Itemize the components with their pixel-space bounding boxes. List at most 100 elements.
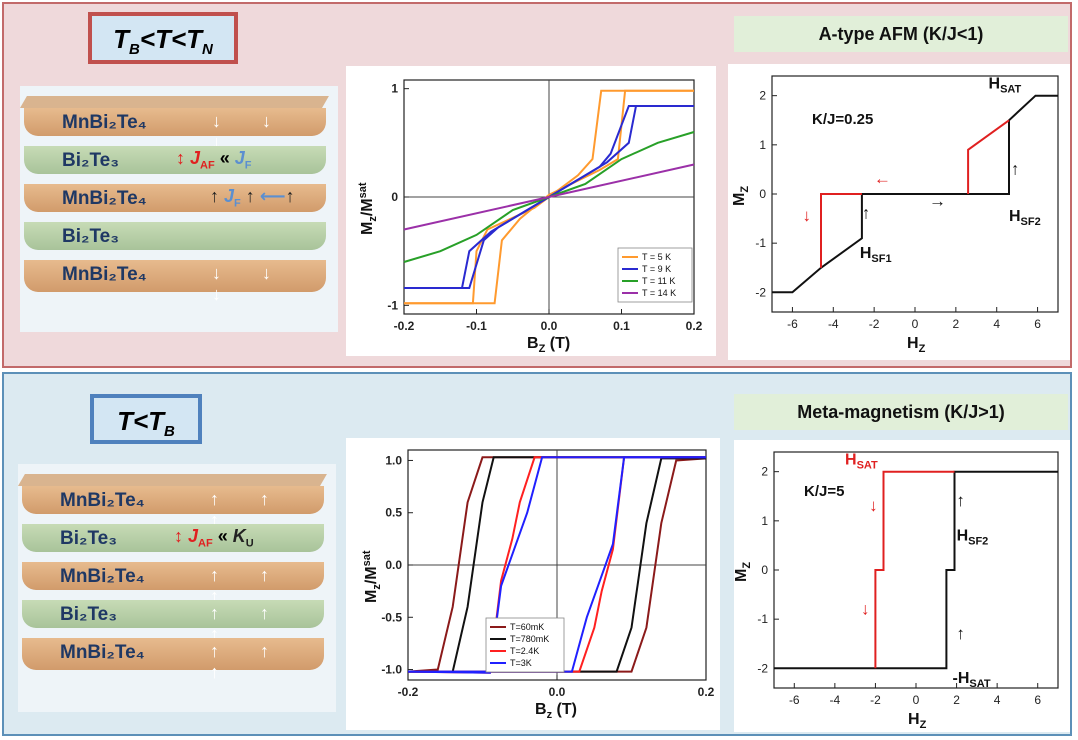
field-arrow: ↓ xyxy=(861,599,870,618)
series-line xyxy=(408,457,706,673)
legend-label: T=3K xyxy=(510,658,532,668)
layer3-coupling: ↑ JF ↑ ⟵↑ xyxy=(210,186,295,210)
x-tick-label: 6 xyxy=(1034,317,1041,331)
x-tick-label: 2 xyxy=(953,693,960,707)
layer-label: MnBi₂Te₄ xyxy=(62,112,147,133)
y-tick-label: -2 xyxy=(757,661,768,675)
h-sat-label: HSAT xyxy=(989,75,1022,95)
layer-label: MnBi₂Te₄ xyxy=(60,566,145,587)
layer-label: MnBi₂Te₄ xyxy=(60,642,145,663)
curve-red xyxy=(874,470,955,669)
field-arrow: ↑ xyxy=(956,624,965,643)
y-tick-label: 0 xyxy=(761,563,768,577)
coupling-label: ↕ JAF « JF xyxy=(176,148,252,172)
y-tick-label: 1.0 xyxy=(385,453,402,467)
x-axis-label: Bz (T) xyxy=(535,701,577,721)
y-tick-label: -1 xyxy=(387,298,398,312)
x-tick-label: 0 xyxy=(913,693,920,707)
kj-ratio-label: K/J=5 xyxy=(804,483,844,500)
spin-arrows: ↑ ↑ ↑ xyxy=(210,565,288,606)
layer-label: Bi₂Te₃ xyxy=(62,150,119,171)
curve-black xyxy=(774,470,1058,670)
field-arrow: ↓ xyxy=(802,206,811,225)
field-arrow: ↓ xyxy=(869,496,878,515)
field-arrow: ↑ xyxy=(1011,159,1020,178)
y-tick-label: 0 xyxy=(391,190,398,204)
spin-arrows: ↓ ↓ ↓ xyxy=(212,263,290,304)
series-line xyxy=(407,456,706,674)
x-tick-label: 4 xyxy=(993,317,1000,331)
x-tick-label: -6 xyxy=(789,693,800,707)
x-axis-label: HZ xyxy=(907,335,926,355)
field-arrow: ← xyxy=(874,169,891,188)
y-tick-label: 0.0 xyxy=(385,558,402,572)
y-tick-label: -1.0 xyxy=(381,663,402,677)
y-tick-label: 2 xyxy=(761,465,768,479)
h-sat-label: HSAT xyxy=(845,451,878,471)
legend-label: T = 11 K xyxy=(642,276,675,286)
field-arrow: ↑ xyxy=(956,491,965,510)
model-chart-top: -6 -4 -2 0 2 4 6 2 1 0 -1 -2 HZ MZ K/J=0.25 HSAT HSF1 HSF… xyxy=(728,64,1070,360)
legend-label: T=780mK xyxy=(510,634,549,644)
title-afm: A-type AFM (K/J<1) xyxy=(734,16,1068,52)
layer-label: MnBi₂Te₄ xyxy=(62,188,147,209)
spin-arrows: ↑ ↑ ↑ xyxy=(210,603,288,644)
legend-label: T=2.4K xyxy=(510,646,539,656)
x-tick-label: 2 xyxy=(953,317,960,331)
y-tick-label: 1 xyxy=(759,138,766,152)
layer-label: MnBi₂Te₄ xyxy=(62,264,147,285)
x-tick-label: -6 xyxy=(787,317,798,331)
x-tick-label: -0.2 xyxy=(398,685,419,699)
y-tick-label: 1 xyxy=(391,82,398,96)
x-tick-label: -0.2 xyxy=(394,319,415,333)
x-tick-label: 6 xyxy=(1034,693,1041,707)
h-sf2-label: HSF2 xyxy=(957,528,989,548)
spin-arrows: ↓ ↓ ↓ xyxy=(212,111,290,152)
x-tick-label: -2 xyxy=(870,693,881,707)
x-tick-label: 0 xyxy=(912,317,919,331)
y-axis-label: MZ xyxy=(731,186,751,206)
layer-mnbite-1: MnBi₂Te₄ ↓ ↓ ↓ xyxy=(24,108,326,152)
curve-red xyxy=(820,193,862,268)
y-tick-label: 2 xyxy=(759,89,766,103)
x-axis-label: HZ xyxy=(908,711,927,731)
layer-label: MnBi₂Te₄ xyxy=(60,490,145,511)
layer-label: Bi₂Te₃ xyxy=(60,604,117,625)
x-tick-label: 0.0 xyxy=(541,319,558,333)
layer-mnbite-2: MnBi₂Te₄ ↑ ↑ ↑ xyxy=(22,562,324,606)
y-axis-label: Mz/Msat xyxy=(361,550,383,603)
x-tick-label: -4 xyxy=(830,693,841,707)
mt-chart-top: -0.2 -0.1 0.0 0.1 0.2 1 0 -1 BZ (T) Mz/Msat T = 5 … xyxy=(346,66,716,356)
x-tick-label: 4 xyxy=(994,693,1001,707)
mt-chart-bottom: -0.2 0.0 0.2 1.0 0.5 0.0 -0.5 -1.0 Bz (T) Mz/Msat… xyxy=(346,438,720,730)
layer-bite-2: Bi₂Te₃ xyxy=(24,222,326,250)
mt-chart-svg: -0.2 -0.1 0.0 0.1 0.2 1 0 -1 BZ (T) Mz/Msat T = 5 … xyxy=(357,79,703,355)
kj-ratio-label: K/J=0.25 xyxy=(812,111,873,128)
spin-arrows: ↑ ↑ ↑ xyxy=(210,641,288,682)
layer-mnbite-3: MnBi₂Te₄ ↑ ↑ ↑ xyxy=(22,638,324,682)
y-tick-label: -1 xyxy=(757,612,768,626)
layer-bite-1: Bi₂Te₃ ↕ JAF « JF xyxy=(24,146,326,174)
legend-label: T = 14 K xyxy=(642,288,676,298)
h-sf2-label: HSF2 xyxy=(1009,208,1041,228)
y-axis-label: Mz/Msat xyxy=(357,182,379,235)
legend-label: T = 9 K xyxy=(642,264,671,274)
layer-stack-bottom: MnBi₂Te₄ ↑ ↑ ↑ Bi₂Te₃ ↕ JAF « KU MnBi₂Te… xyxy=(18,464,336,712)
x-tick-label: -0.1 xyxy=(466,319,487,333)
y-tick-label: 0.5 xyxy=(385,506,402,520)
coupling-label: ↕ JAF « KU xyxy=(174,526,254,550)
curve-black xyxy=(772,94,1058,294)
layer-mnbite-3: MnBi₂Te₄ ↓ ↓ ↓ xyxy=(24,260,326,304)
curve-red-2 xyxy=(967,119,1010,194)
x-tick-label: -2 xyxy=(869,317,880,331)
layer-label: Bi₂Te₃ xyxy=(62,226,119,247)
spin-arrows: ↑ ↑ ↑ xyxy=(210,489,288,530)
y-tick-label: 1 xyxy=(761,514,768,528)
y-axis-label: MZ xyxy=(734,562,753,582)
layer-stack-top: MnBi₂Te₄ ↓ ↓ ↓ Bi₂Te₃ ↕ JAF « JF MnBi₂Te… xyxy=(20,86,338,332)
y-tick-label: -0.5 xyxy=(381,610,402,624)
title-metamagnetism: Meta-magnetism (K/J>1) xyxy=(734,394,1068,430)
x-tick-label: 0.2 xyxy=(698,685,715,699)
model-chart-svg: -6 -4 -2 0 2 4 6 2 1 0 -1 -2 HZ MZ K/J=0.25 HSAT HSF1 HSF… xyxy=(731,75,1059,355)
